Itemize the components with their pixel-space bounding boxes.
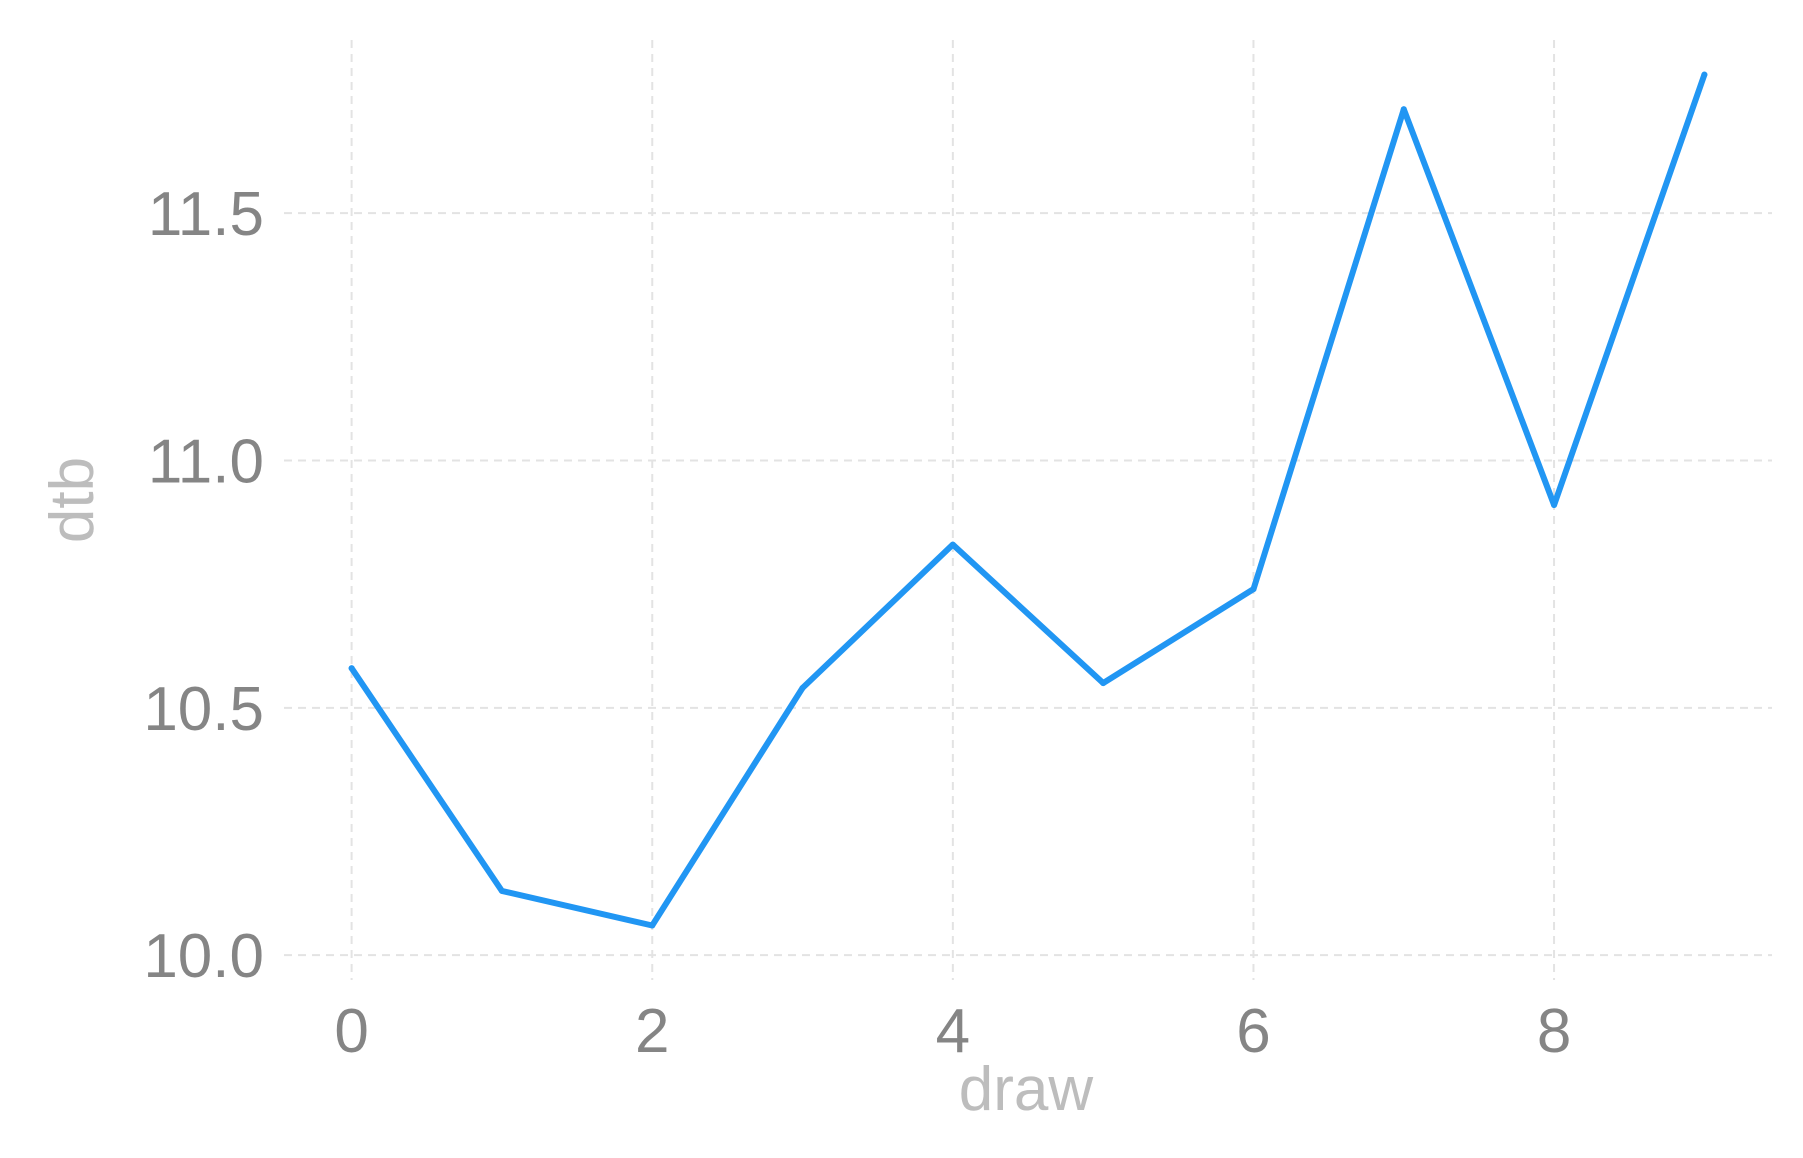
x-tick-label: 2 (635, 997, 669, 1066)
x-tick-label: 0 (334, 997, 368, 1066)
data-point (1100, 680, 1107, 687)
data-point (1701, 71, 1708, 78)
y-tick-label: 11.0 (148, 427, 264, 496)
data-point (498, 887, 505, 894)
x-tick-label: 6 (1236, 997, 1270, 1066)
series-layer (348, 71, 1708, 929)
x-axis-ticks: 0 2 4 6 8 (334, 997, 1571, 1066)
x-tick-label: 8 (1537, 997, 1571, 1066)
y-axis-ticks: 10.0 10.5 11.0 11.5 (143, 180, 264, 991)
data-point (649, 922, 656, 929)
x-axis-title: draw (959, 1055, 1094, 1124)
y-tick-label: 11.5 (148, 180, 264, 249)
y-tick-label: 10.0 (143, 922, 264, 991)
data-point (949, 541, 956, 548)
grid (284, 40, 1772, 980)
data-point (348, 665, 355, 672)
series-line (348, 71, 1708, 929)
data-point (799, 685, 806, 692)
y-axis-title: dtb (38, 457, 107, 543)
x-tick-label: 4 (936, 997, 970, 1066)
data-point (1400, 106, 1407, 113)
data-point (1551, 502, 1558, 508)
y-tick-label: 10.5 (143, 675, 264, 744)
data-point (1250, 586, 1257, 593)
